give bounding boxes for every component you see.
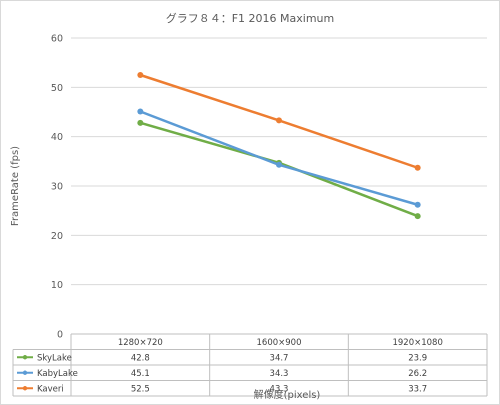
y-tick-label: 0 (57, 330, 63, 341)
legend-series-name: KabyLake (37, 369, 78, 379)
table-value: 42.8 (131, 353, 150, 363)
data-table: 1280×720 1600×900 1920×1080 SkyLake 42.8 34.7… (12, 333, 488, 397)
x-category-label: 1600×900 (257, 338, 302, 348)
series-line (139, 110, 419, 206)
data-point (414, 213, 421, 220)
x-category-label: 1920×1080 (392, 338, 442, 348)
chart-title: グラフ８４：F1 2016 Maximum (166, 11, 335, 25)
y-tick-label: 10 (51, 280, 63, 291)
y-tick-label: 50 (51, 83, 63, 94)
legend-key-marker (22, 370, 28, 375)
y-tick-label: 60 (51, 34, 63, 45)
data-point (137, 72, 144, 78)
y-axis-label: FrameRate (fps) (10, 146, 21, 226)
table-value: 34.7 (270, 353, 289, 363)
y-tick-label: 40 (51, 132, 63, 143)
data-point (137, 119, 144, 126)
y-tick-label: 20 (51, 231, 63, 242)
legend-series-name: SkyLake (37, 353, 72, 363)
table-value: 45.1 (131, 369, 150, 379)
table-value: 52.5 (131, 384, 150, 394)
legend-series-name: Kaveri (37, 384, 64, 394)
table-value: 33.7 (408, 384, 427, 394)
table-value: 26.2 (408, 369, 427, 379)
legend-key-marker (22, 355, 28, 360)
data-point (414, 201, 421, 208)
data-point (414, 164, 421, 171)
x-axis-label: 解像度(pixels) (254, 388, 321, 401)
data-point (137, 108, 144, 115)
table-value: 34.3 (270, 369, 289, 379)
legend-key-marker (22, 386, 28, 391)
table-value: 23.9 (408, 353, 427, 363)
y-tick-label: 30 (51, 182, 63, 193)
data-point (276, 117, 282, 124)
series-lines (137, 72, 421, 220)
x-category-label: 1280×720 (118, 338, 163, 348)
data-point (276, 161, 282, 168)
gridlines: 0 10 20 30 40 50 60 (51, 34, 487, 341)
table-value: 43.3 (270, 384, 289, 394)
